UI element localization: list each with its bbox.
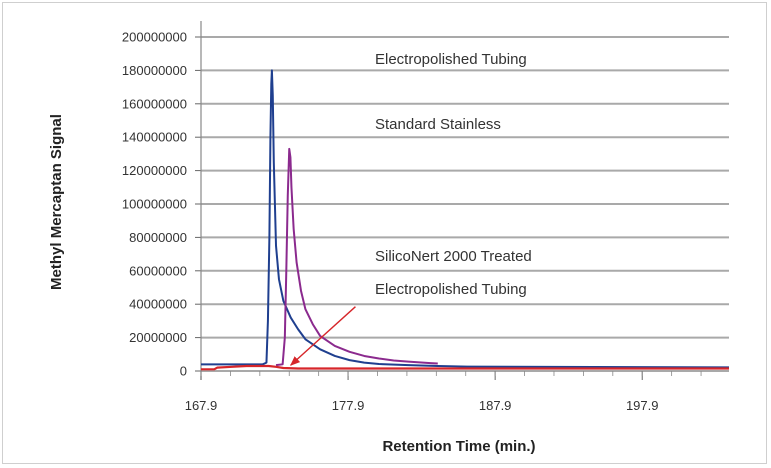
y-axis-ticks: 0 20000000 40000000 60000000 80000000 1000000…	[122, 30, 187, 379]
grid	[195, 21, 729, 380]
y-tick-label: 20000000	[129, 330, 187, 345]
y-tick-label: 40000000	[129, 297, 187, 312]
annotation-silconert-treated: SilicoNert 2000 Treated	[375, 248, 532, 265]
y-tick-label: 100000000	[122, 197, 187, 212]
series-line-standard	[201, 69, 730, 369]
series-line-electro	[275, 147, 438, 367]
y-tick-label: 0	[180, 364, 187, 379]
x-tick-label: 177.9	[332, 398, 365, 413]
x-axis-title: Retention Time (min.)	[382, 438, 535, 455]
y-tick-label: 200000000	[122, 30, 187, 45]
annotation-standard-stainless: Standard Stainless	[375, 116, 501, 133]
y-axis-title: Methyl Mercaptan Signal	[48, 114, 65, 290]
x-axis-ticks: 167.9 177.9 187.9 197.9	[185, 398, 659, 413]
x-tick-label: 197.9	[626, 398, 659, 413]
y-tick-label: 60000000	[129, 263, 187, 278]
chart-frame: 0 20000000 40000000 60000000 80000000 1000000…	[2, 2, 767, 464]
x-tick-label: 167.9	[185, 398, 218, 413]
x-tick-label: 187.9	[479, 398, 512, 413]
y-tick-label: 80000000	[129, 230, 187, 245]
chart: 0 20000000 40000000 60000000 80000000 1000000…	[48, 21, 730, 455]
series-line-silconert	[201, 364, 729, 371]
y-tick-label: 160000000	[122, 96, 187, 111]
annotation-electropolished-bottom: Electropolished Tubing	[375, 281, 527, 298]
annotation-arrow	[289, 306, 356, 366]
y-tick-label: 180000000	[122, 63, 187, 78]
series-lines	[201, 69, 730, 371]
y-tick-label: 140000000	[122, 130, 187, 145]
y-tick-label: 120000000	[122, 163, 187, 178]
annotation-electropolished-top: Electropolished Tubing	[375, 51, 527, 68]
